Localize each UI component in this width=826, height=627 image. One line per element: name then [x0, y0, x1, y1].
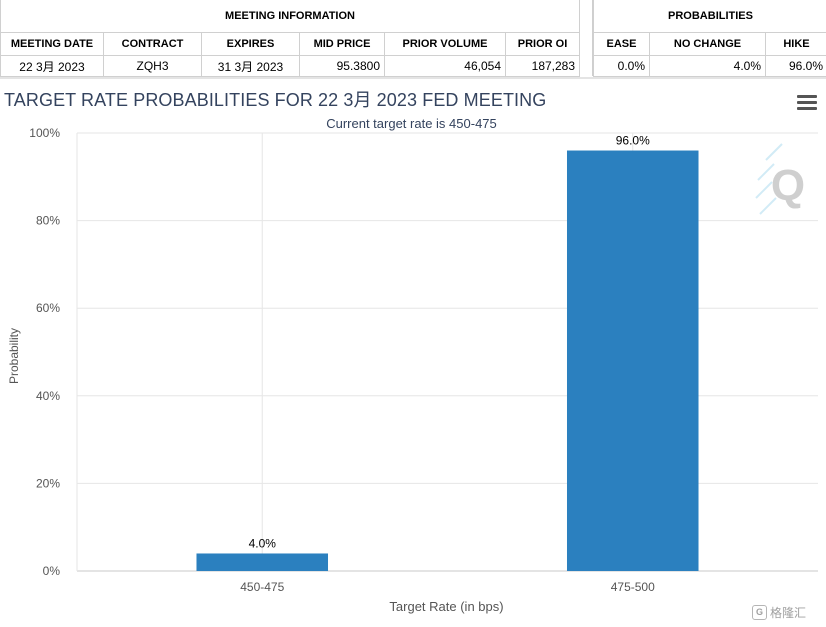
- cell-meeting-date: 22 3月 2023: [0, 55, 104, 77]
- data-label: 4.0%: [249, 536, 277, 550]
- x-tick-label: 475-500: [611, 580, 655, 594]
- y-tick-label: 100%: [29, 126, 60, 140]
- chart-subtitle: Current target rate is 450-475: [326, 116, 497, 131]
- q-watermark-logo: Q: [755, 143, 805, 215]
- bar-475-500: [566, 150, 699, 571]
- x-tick-label: 450-475: [240, 580, 284, 594]
- table-row: 22 3月 2023 ZQH3 31 3月 2023 95.3800 46,05…: [0, 55, 581, 77]
- section-divider: [0, 77, 826, 79]
- col-contract: CONTRACT: [103, 32, 202, 56]
- chart-title: TARGET RATE PROBABILITIES FOR 22 3月 2023…: [4, 90, 547, 110]
- cell-mid-price: 95.3800: [299, 55, 385, 77]
- y-tick-label: 60%: [36, 301, 60, 315]
- cell-contract: ZQH3: [103, 55, 202, 77]
- cell-prior-oi: 187,283: [504, 55, 581, 77]
- y-tick-label: 0%: [43, 564, 61, 578]
- hamburger-menu-icon-line: [797, 101, 817, 104]
- cell-hike: 96.0%: [764, 55, 826, 77]
- footer-watermark-logo: G 格隆汇: [752, 604, 806, 621]
- y-axis-label: Probability: [7, 328, 21, 384]
- col-prior-volume: PRIOR VOLUME: [384, 32, 506, 56]
- cell-ease: 0.0%: [593, 55, 650, 77]
- cell-expires: 31 3月 2023: [201, 55, 300, 77]
- y-tick-label: 40%: [36, 389, 60, 403]
- x-axis-label: Target Rate (in bps): [389, 599, 503, 614]
- bar-chart: 0% 20% 40% 60% 80% 100% 4.0% 450-475 96.0% 475-50…: [7, 116, 818, 614]
- g-logo-icon: G: [752, 605, 767, 620]
- y-tick-label: 80%: [36, 214, 60, 228]
- col-ease: EASE: [593, 32, 650, 56]
- col-hike: HIKE: [764, 32, 826, 56]
- chart-menu-button[interactable]: [797, 95, 817, 112]
- y-tick-label: 20%: [36, 476, 60, 490]
- bar-450-475: [196, 553, 329, 571]
- col-meeting-date: MEETING DATE: [0, 32, 104, 56]
- col-expires: EXPIRES: [201, 32, 300, 56]
- col-mid-price: MID PRICE: [299, 32, 385, 56]
- meeting-information-table: MEETING INFORMATION MEETING DATE CONTRAC…: [0, 0, 581, 77]
- probabilities-table: PROBABILITIES EASE NO CHANGE HIKE 0.0% 4…: [592, 0, 826, 77]
- cell-no-change: 4.0%: [649, 55, 766, 77]
- data-label: 96.0%: [616, 134, 650, 148]
- meeting-information-header: MEETING INFORMATION: [0, 0, 581, 33]
- table-row: 0.0% 4.0% 96.0%: [593, 55, 826, 77]
- col-no-change: NO CHANGE: [649, 32, 766, 56]
- hamburger-menu-icon-line: [797, 107, 817, 110]
- footer-logo-text: 格隆汇: [770, 606, 807, 620]
- hamburger-menu-icon: [797, 95, 817, 98]
- watermark-letter: Q: [771, 161, 805, 210]
- cell-prior-volume: 46,054: [384, 55, 506, 77]
- col-prior-oi: PRIOR OI: [504, 32, 581, 56]
- probabilities-header: PROBABILITIES: [592, 0, 826, 33]
